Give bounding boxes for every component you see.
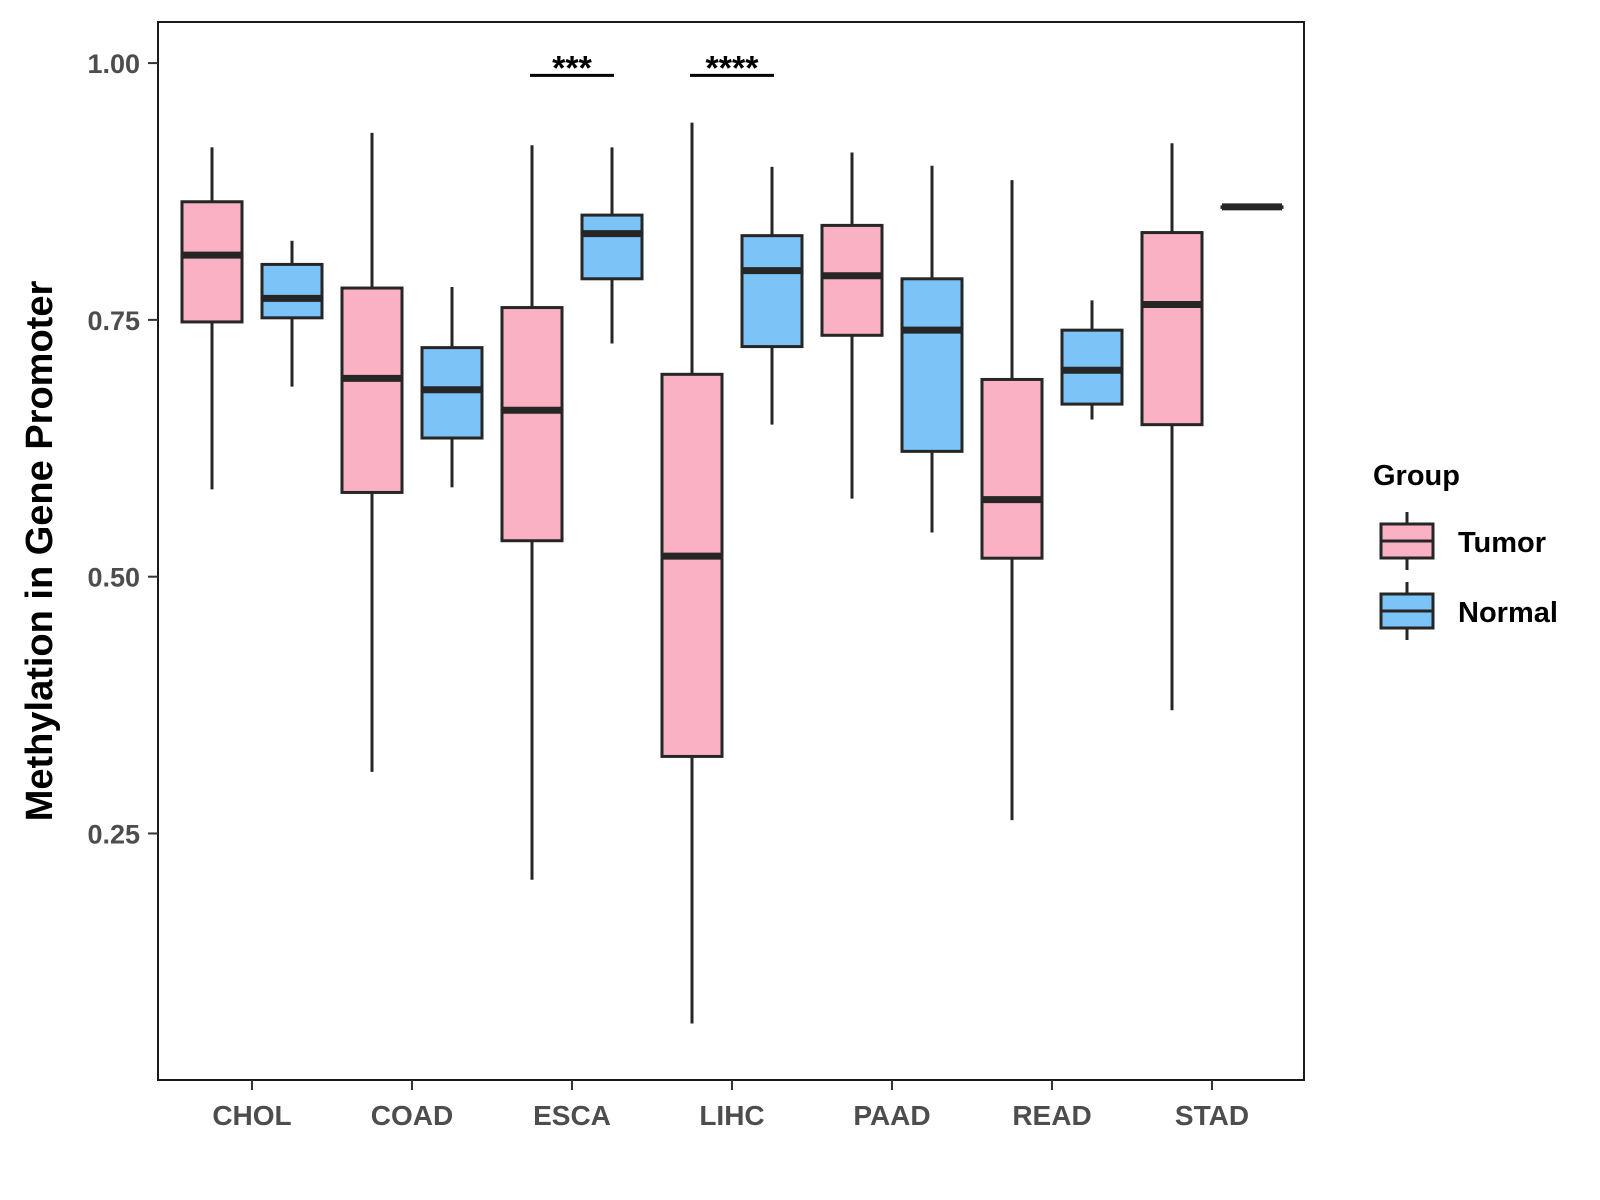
box-tumor-lihc [660,122,724,1024]
box-body [820,223,884,337]
y-tick-label: 0.75 [87,306,140,336]
box-normal-coad [420,287,484,488]
legend-label-tumor: Tumor [1458,527,1546,559]
y-tick-label: 0.25 [87,819,140,849]
box-body [500,306,564,543]
box-group [180,122,1284,1024]
y-tick-label: 0.50 [87,563,140,593]
x-tick-label: COAD [371,1100,453,1131]
x-tick-label: ESCA [533,1100,611,1131]
x-tick-label: READ [1012,1100,1091,1131]
significance-label: *** [552,49,592,87]
box-normal-chol [260,240,324,387]
box-body [660,372,724,758]
y-axis-title: Methylation in Gene Promoter [19,281,61,822]
box-body [340,286,404,494]
box-normal-stad [1220,203,1284,211]
legend-key-tumor [1379,512,1435,570]
box-normal-lihc [740,166,804,425]
y-tick-label: 1.00 [87,49,140,79]
box-normal-read [1060,300,1124,420]
x-tick-label: CHOL [212,1100,291,1131]
plot-panel [157,21,1305,1081]
box-tumor-paad [820,152,884,499]
box-body [180,200,244,324]
box-normal-esca [580,147,644,344]
box-normal-paad [900,165,964,533]
box-body [980,377,1044,560]
box-body [900,277,964,453]
legend-key-normal [1379,582,1435,640]
x-tick-label: PAAD [853,1100,930,1131]
box-body [260,262,324,320]
box-tumor-read [980,180,1044,821]
x-tick-label: STAD [1175,1100,1249,1131]
box-tumor-esca [500,145,564,880]
y-axis: 0.25 0.50 0.75 1.00 [87,49,158,849]
box-body [580,213,644,281]
box-body [740,234,804,349]
x-axis: CHOL COAD ESCA LIHC PAAD READ STAD [212,1080,1249,1131]
box-tumor-stad [1140,143,1204,711]
box-tumor-coad [340,132,404,772]
box-body [1140,231,1204,427]
box-tumor-chol [180,147,244,490]
significance-annotations: *** **** [530,49,774,87]
significance-label: **** [706,49,760,87]
x-tick-label: LIHC [699,1100,764,1131]
legend-title: Group [1373,460,1460,492]
legend-label-normal: Normal [1458,597,1558,629]
legend: Group Tumor Normal [1373,460,1558,640]
